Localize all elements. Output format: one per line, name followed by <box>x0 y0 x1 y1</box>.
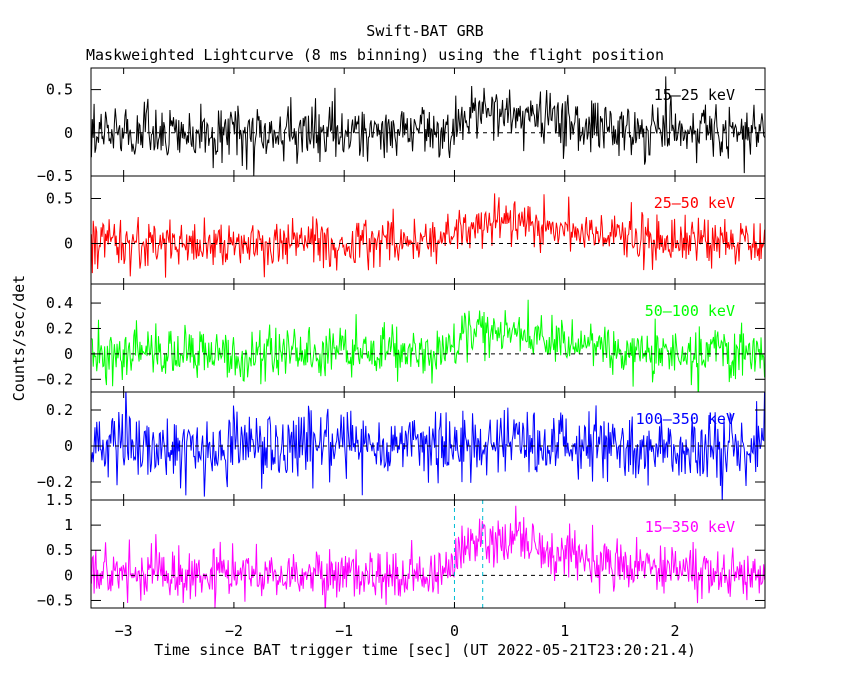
x-tick-label: −2 <box>225 622 243 640</box>
panel-2: 0 0.5 25–50 keV <box>46 175 766 285</box>
y-tick-label: 0 <box>64 345 73 363</box>
band-label: 15–25 keV <box>654 86 735 104</box>
chart-title: Swift-BAT GRB <box>366 22 483 40</box>
y-tick-label: 0.4 <box>46 294 73 312</box>
x-tick-labels: −3 −2 −1 0 1 2 <box>115 622 680 640</box>
y-tick-label: −0.5 <box>37 591 73 609</box>
band-label: 15–350 keV <box>645 518 735 536</box>
y-tick-label: −0.5 <box>37 167 73 185</box>
series-line <box>91 193 765 278</box>
y-tick-label: 0 <box>64 566 73 584</box>
y-tick-label: −0.2 <box>37 370 73 388</box>
y-axis-label: Counts/sec/det <box>10 275 28 401</box>
y-tick-label: 0 <box>64 124 73 142</box>
panel-frame <box>90 499 766 609</box>
series-line <box>91 299 765 392</box>
panel-5: −0.5 0 0.5 1 1.5 15–350 keV <box>37 491 766 609</box>
y-tick-label: 0.5 <box>46 81 73 99</box>
x-tick-label: 0 <box>450 622 459 640</box>
y-tick-label: 0 <box>64 235 73 253</box>
x-axis-label: Time since BAT trigger time [sec] (UT 20… <box>154 641 696 659</box>
x-tick-label: −1 <box>335 622 353 640</box>
y-tick-label: −0.2 <box>37 473 73 491</box>
y-tick-label: 1 <box>64 516 73 534</box>
y-tick-label: 0.5 <box>46 541 73 559</box>
series-line <box>91 76 765 176</box>
band-label: 100–350 keV <box>636 410 735 428</box>
x-tick-label: 2 <box>671 622 680 640</box>
x-tick-label: 1 <box>560 622 569 640</box>
panel-3: −0.2 0 0.2 0.4 50–100 keV <box>37 283 766 393</box>
y-tick-label: 0.2 <box>46 319 73 337</box>
panel-1: −0.5 0 0.5 15–25 keV <box>37 67 766 185</box>
series-line <box>91 392 765 500</box>
chart-subtitle: Maskweighted Lightcurve (8 ms binning) u… <box>86 46 664 64</box>
y-tick-label: 0.2 <box>46 401 73 419</box>
y-tick-label: 0 <box>64 437 73 455</box>
x-tick-label: −3 <box>115 622 133 640</box>
panels-group: −0.5 0 0.5 15–25 keV 0 0.5 25–50 keV −0.2 0 0.2 0.… <box>37 67 766 640</box>
panel-4: −0.2 0 0.2 100–350 keV <box>37 391 766 501</box>
band-label: 25–50 keV <box>654 194 735 212</box>
series-line <box>91 505 765 608</box>
panel-frame <box>90 283 766 393</box>
panel-frame <box>90 175 766 285</box>
band-label: 50–100 keV <box>645 302 735 320</box>
y-tick-label: 1.5 <box>46 491 73 509</box>
y-tick-label: 0.5 <box>46 190 73 208</box>
